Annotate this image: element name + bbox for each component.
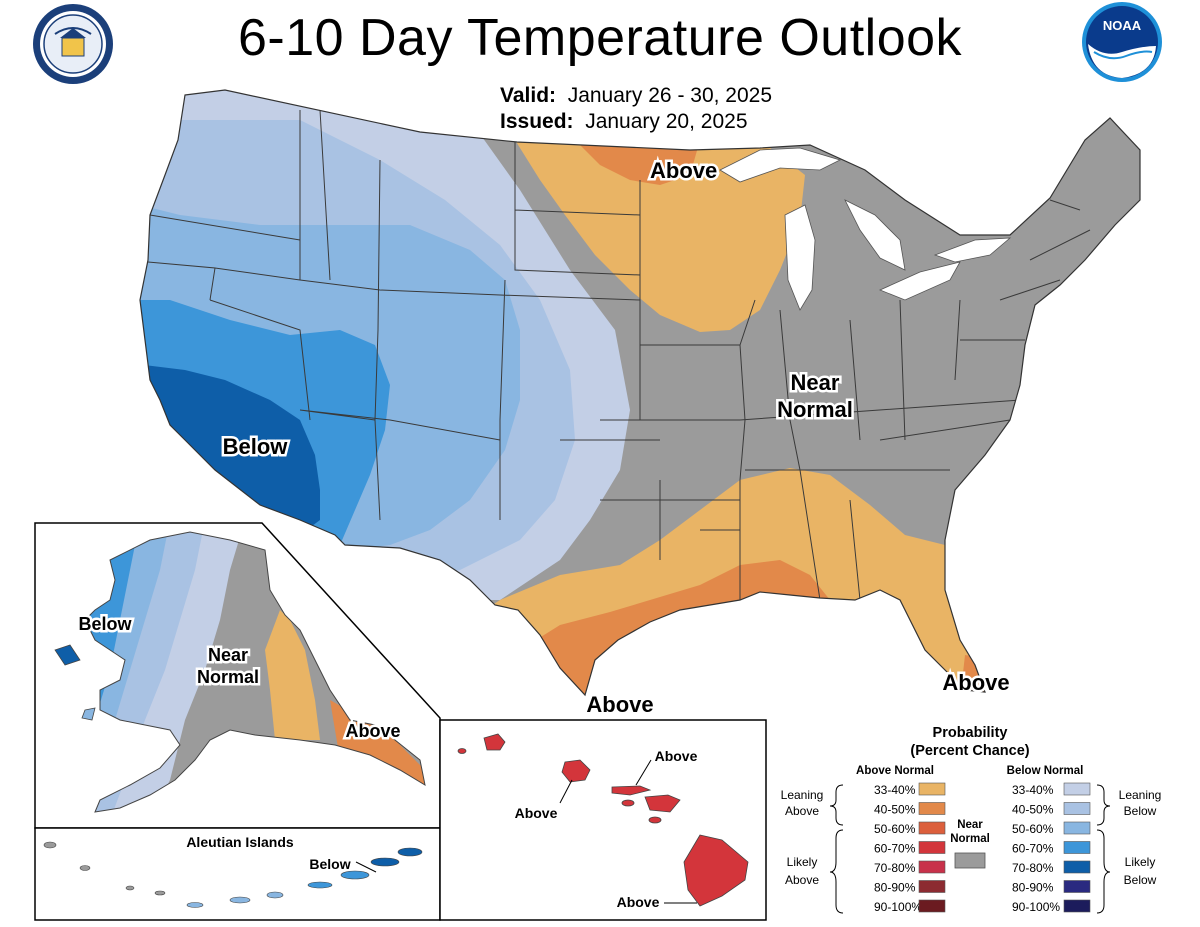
alaska-inset xyxy=(34,522,441,829)
aleutian-inset xyxy=(34,827,441,921)
label-alaska-above: Above xyxy=(345,721,400,741)
legend-above-range-label: 90-100% xyxy=(874,900,922,914)
legend-leaning-above-1: Leaning xyxy=(781,788,824,802)
noaa-logo-icon: NOAA xyxy=(1082,2,1162,82)
legend-near-normal-1: Near xyxy=(957,819,983,831)
label-hawaii-above-3: Above xyxy=(617,894,660,910)
label-alaska-below: Below xyxy=(78,614,132,634)
issued-value: January 20, 2025 xyxy=(585,110,748,133)
above-40-50-north-region xyxy=(575,140,700,185)
label-above-florida: Above xyxy=(942,670,1009,695)
conus-outline xyxy=(139,89,1141,697)
label-aleutian-below: Below xyxy=(309,856,350,872)
label-below-west: Below xyxy=(223,434,289,459)
legend-leaning-above-2: Above xyxy=(785,804,819,818)
legend-below-swatch xyxy=(1063,899,1091,913)
legend-below-swatch xyxy=(1063,841,1091,854)
label-alaska-near-1: Near xyxy=(208,645,248,665)
legend-above-range-label: 60-70% xyxy=(874,842,916,856)
legend-likely-below-2: Below xyxy=(1124,873,1157,887)
legend-below-range-label: 80-90% xyxy=(1012,881,1054,895)
legend-leaning-below-2: Below xyxy=(1124,804,1157,818)
map-title: 6-10 Day Temperature Outlook xyxy=(237,9,963,67)
legend-above-swatch xyxy=(918,880,946,893)
noaa-logo-text: NOAA xyxy=(1103,18,1142,33)
legend-below-swatch xyxy=(1063,821,1091,835)
issued-date: Issued: January 20, 2025 xyxy=(500,110,748,134)
legend-below-swatch xyxy=(1063,802,1091,815)
aleutian-title: Aleutian Islands xyxy=(186,834,294,850)
legend: Probability (Percent Chance) Above Norma… xyxy=(781,725,1162,914)
state-boundaries xyxy=(147,109,1091,601)
issued-label: Issued: xyxy=(500,110,574,133)
legend-below-range-label: 50-60% xyxy=(1012,822,1054,836)
legend-title-1: Probability xyxy=(933,725,1008,741)
label-alaska-near-2: Normal xyxy=(197,667,259,687)
label-near-normal-line2: Normal xyxy=(777,397,853,422)
hawaii-inset xyxy=(439,719,767,921)
valid-dates: Valid: January 26 - 30, 2025 xyxy=(500,84,772,108)
legend-near-normal-swatch xyxy=(954,852,986,869)
legend-below-swatch xyxy=(1063,860,1091,874)
legend-above-swatch xyxy=(918,841,946,854)
legend-above-range-label: 80-90% xyxy=(874,881,916,895)
legend-below-swatch xyxy=(1063,880,1091,893)
legend-above-swatch xyxy=(918,821,946,835)
legend-near-normal-2: Normal xyxy=(950,833,990,845)
legend-above-swatch xyxy=(918,782,946,796)
legend-below-range-label: 33-40% xyxy=(1012,783,1054,797)
label-hawaii-above-1: Above xyxy=(655,748,698,764)
legend-above-range-label: 50-60% xyxy=(874,822,916,836)
legend-above-header: Above Normal xyxy=(856,765,934,777)
great-lakes xyxy=(719,147,1012,311)
legend-above-swatch xyxy=(918,860,946,874)
legend-above-swatch xyxy=(918,802,946,815)
label-above-texas: Above xyxy=(586,692,653,717)
commerce-seal-icon xyxy=(33,4,113,84)
label-above-north: Above xyxy=(650,158,717,183)
legend-likely-below-1: Likely xyxy=(1125,855,1156,869)
label-near-normal-line1: Near xyxy=(791,370,840,395)
legend-below-swatch xyxy=(1063,782,1091,796)
legend-below-range-label: 70-80% xyxy=(1012,861,1054,875)
legend-leaning-below-1: Leaning xyxy=(1119,788,1162,802)
legend-above-range-label: 33-40% xyxy=(874,783,916,797)
label-hawaii-above-2: Above xyxy=(515,805,558,821)
legend-below-range-label: 40-50% xyxy=(1012,803,1054,817)
valid-value: January 26 - 30, 2025 xyxy=(567,84,773,107)
legend-likely-above-2: Above xyxy=(785,873,819,887)
legend-below-range-label: 60-70% xyxy=(1012,842,1054,856)
valid-label: Valid: xyxy=(500,84,557,107)
legend-above-swatch xyxy=(918,899,946,913)
legend-likely-above-1: Likely xyxy=(787,855,818,869)
below-70-80-region xyxy=(140,362,320,535)
legend-below-range-label: 90-100% xyxy=(1012,900,1060,914)
legend-below-header: Below Normal xyxy=(1007,765,1084,777)
legend-braces xyxy=(829,784,1111,914)
above-33-40-north-region xyxy=(515,140,805,332)
legend-above-range-label: 70-80% xyxy=(874,861,916,875)
legend-rows: 33-40% 33-40% 40-50% 40-50% 50-60% 50-60% 60-7… xyxy=(874,782,1091,914)
legend-above-range-label: 40-50% xyxy=(874,803,916,817)
legend-title-2: (Percent Chance) xyxy=(910,743,1029,759)
